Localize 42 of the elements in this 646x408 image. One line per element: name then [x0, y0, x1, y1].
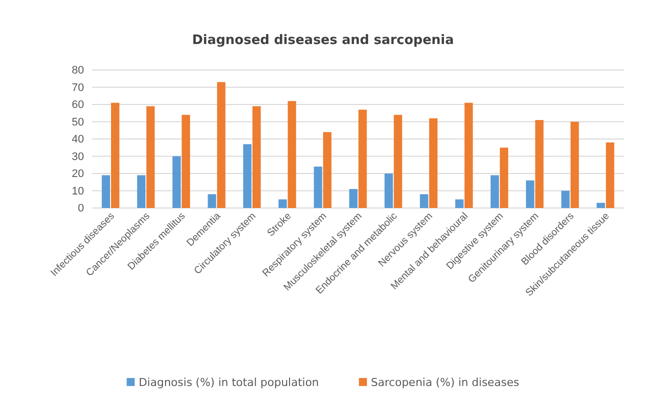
bar: [358, 110, 367, 208]
bar: [500, 148, 508, 208]
bar: [217, 82, 226, 208]
legend-label: Diagnosis (%) in total population: [138, 376, 319, 389]
y-tick-label: 40: [72, 134, 84, 146]
bar: [102, 175, 110, 208]
bar: [111, 102, 120, 208]
bar: [429, 118, 438, 208]
bar: [252, 106, 261, 208]
bar: [137, 175, 146, 208]
y-tick-label: 50: [72, 116, 84, 128]
y-tick-label: 70: [72, 82, 84, 94]
bar: [596, 202, 605, 208]
bar: [464, 102, 473, 208]
bar: [526, 180, 534, 208]
y-tick-label: 0: [78, 202, 84, 215]
bar: [349, 189, 358, 208]
bar: [455, 199, 464, 208]
bar: [323, 132, 332, 208]
bar: [384, 174, 393, 208]
bar: [561, 190, 570, 208]
y-tick-label: 30: [72, 150, 84, 163]
bar: [420, 194, 428, 208]
bar: [172, 156, 181, 208]
chart-title: Diagnosed diseases and sarcopenia: [192, 33, 454, 48]
bar: [490, 175, 499, 208]
bar: [288, 101, 296, 208]
bar: [146, 106, 155, 208]
bar: [394, 114, 402, 208]
bar: [243, 144, 252, 208]
legend-label: Sarcopenia (%) in diseases: [370, 376, 520, 389]
bar: [182, 114, 190, 208]
bar: [314, 166, 322, 208]
y-tick-label: 60: [72, 99, 84, 112]
bar: [208, 194, 216, 208]
bar: [535, 120, 544, 208]
bar: [570, 122, 579, 208]
y-tick-label: 10: [72, 185, 84, 198]
bar: [278, 199, 287, 208]
y-tick-label: 20: [72, 168, 84, 180]
y-tick-label: 80: [72, 64, 84, 77]
bar: [606, 142, 614, 208]
